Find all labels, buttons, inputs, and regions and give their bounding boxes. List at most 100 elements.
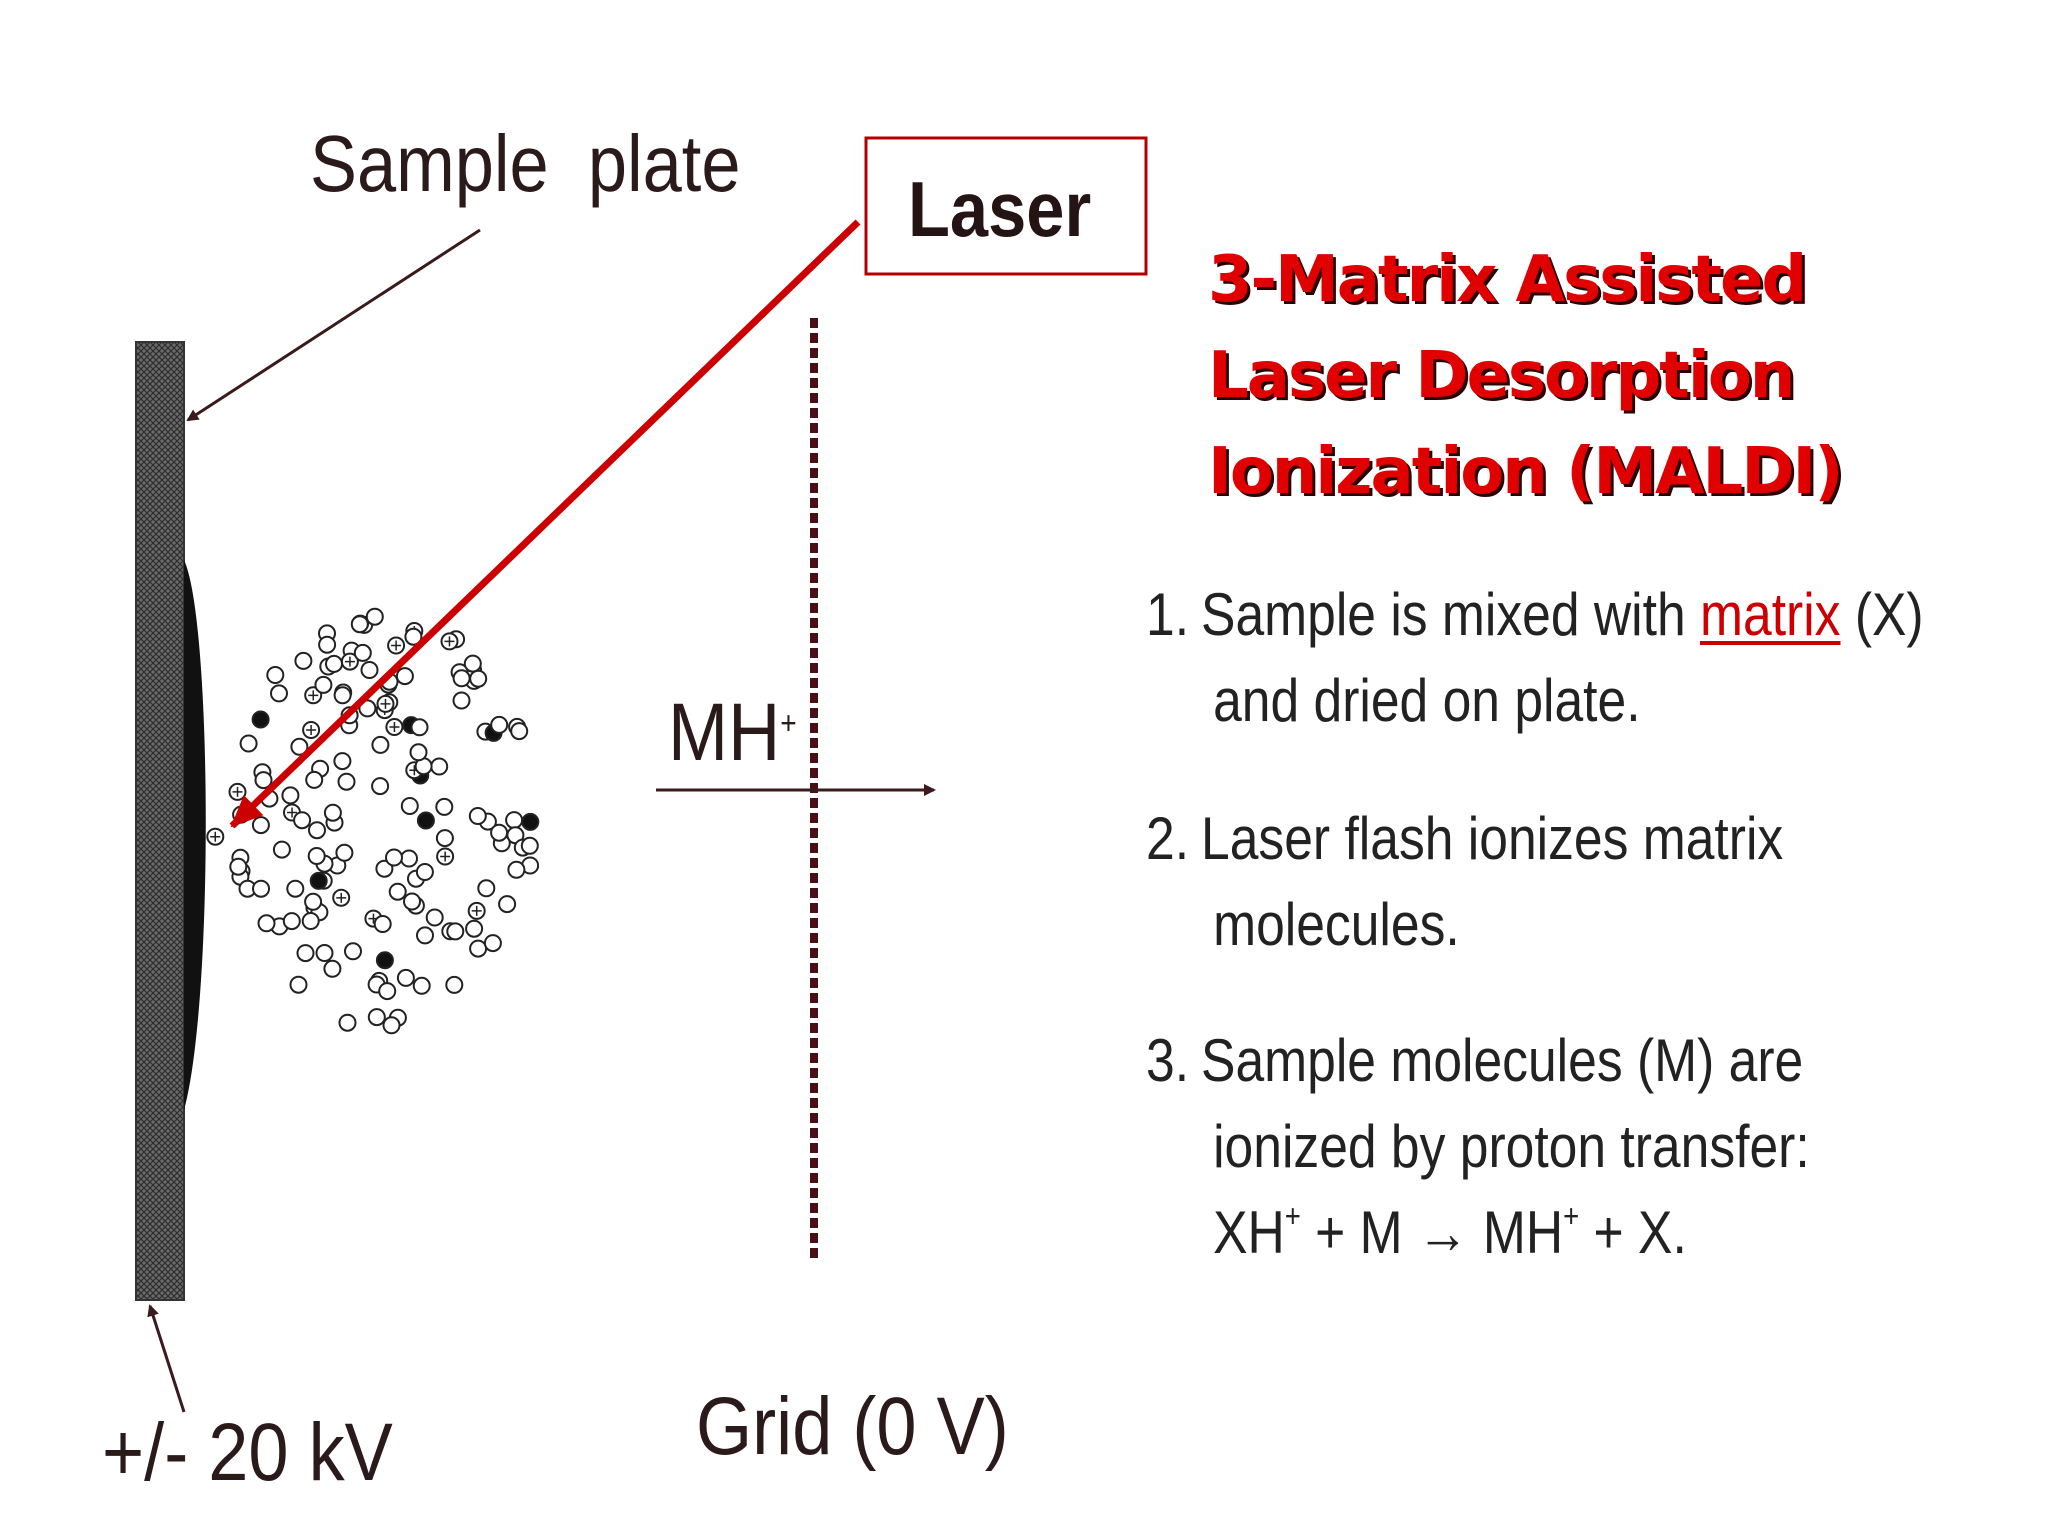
matrix-molecule — [396, 968, 415, 987]
matrix-molecule — [469, 939, 488, 958]
matrix-molecule — [318, 635, 337, 654]
matrix-molecule — [333, 752, 352, 771]
ion-charge-mark — [391, 640, 402, 651]
eq-charge-1: + — [1284, 1198, 1301, 1234]
matrix-molecule — [452, 691, 471, 710]
matrix-molecule — [353, 643, 372, 662]
matrix-molecule — [385, 848, 403, 867]
matrix-link: matrix — [1700, 581, 1841, 648]
matrix-molecule — [289, 975, 308, 994]
matrix-molecule — [333, 686, 352, 705]
matrix-molecule — [483, 934, 502, 953]
eq-mid: + M → MH — [1300, 1199, 1564, 1266]
matrix-molecule — [294, 651, 313, 670]
matrix-molecule — [229, 857, 248, 876]
matrix-molecule — [435, 829, 454, 848]
sample-molecule — [251, 710, 270, 729]
matrix-molecule — [367, 1008, 386, 1027]
matrix-molecule — [335, 843, 354, 862]
ion-charge-mark — [306, 725, 317, 736]
matrix-molecule — [468, 807, 487, 825]
matrix-molecule — [358, 699, 377, 718]
matrix-molecule — [305, 770, 324, 789]
matrix-molecule — [477, 879, 496, 898]
matrix-molecule — [382, 1016, 401, 1035]
matrix-molecule — [293, 811, 312, 830]
matrix-molecule — [257, 914, 276, 933]
matrix-molecule — [416, 926, 434, 945]
matrix-molecule — [315, 944, 334, 962]
matrix-molecule — [360, 661, 379, 679]
ion-charge-mark — [471, 905, 482, 916]
matrix-molecule — [395, 667, 414, 686]
sample-molecule — [416, 811, 435, 830]
laser-beam — [229, 219, 861, 829]
matrix-molecule — [463, 654, 482, 673]
step-1: 1. Sample is mixed with matrix (X) and dr… — [1146, 572, 1924, 744]
matrix-molecule — [446, 922, 465, 941]
sample-layer — [184, 560, 206, 1110]
matrix-molecule — [430, 757, 449, 776]
matrix-molecule — [452, 669, 471, 688]
matrix-molecule — [388, 882, 407, 901]
matrix-molecule — [365, 607, 384, 626]
matrix-molecule — [254, 771, 273, 790]
matrix-molecule — [469, 669, 488, 688]
step-2: 2. Laser flash ionizes matrix molecules. — [1146, 796, 1783, 968]
eq-end: + X. — [1579, 1199, 1687, 1266]
matrix-molecule — [378, 982, 397, 1001]
matrix-molecule — [337, 772, 356, 791]
matrix-molecule — [338, 1013, 357, 1032]
title-line-3: Ionization (MALDI) — [1208, 435, 1843, 509]
matrix-molecule — [323, 959, 342, 978]
matrix-molecule — [400, 849, 418, 868]
ion-charge-mark — [287, 807, 298, 818]
matrix-molecule — [325, 654, 343, 673]
matrix-molecule — [323, 803, 342, 822]
matrix-molecule — [290, 737, 309, 756]
matrix-molecule — [308, 821, 326, 840]
step-2-text: Laser flash ionizes matrix — [1201, 805, 1784, 872]
ion-charge-mark — [444, 636, 455, 647]
ion-charge-mark — [440, 851, 451, 862]
matrix-molecule — [371, 735, 390, 754]
matrix-molecule — [286, 879, 305, 898]
matrix-molecule — [415, 863, 434, 881]
ion-charge-mark — [344, 656, 355, 667]
grid-label: Grid (0 V) — [696, 1381, 1009, 1472]
matrix-molecule — [314, 675, 333, 694]
matrix-molecule — [412, 976, 431, 995]
matrix-molecule — [373, 915, 392, 933]
matrix-molecule — [409, 743, 428, 762]
step-3-text: Sample molecules (M) are — [1201, 1027, 1804, 1094]
matrix-molecule — [435, 797, 454, 816]
matrix-molecule — [498, 895, 517, 914]
matrix-molecule — [301, 912, 320, 930]
matrix-molecule — [371, 777, 390, 796]
matrix-molecule — [239, 734, 258, 753]
step-1-text: Sample is mixed with — [1201, 581, 1701, 648]
matrix-molecule — [520, 836, 539, 855]
matrix-molecule — [281, 786, 300, 805]
sample-plate — [135, 341, 185, 1301]
sample-molecule — [521, 812, 540, 831]
matrix-molecule — [445, 975, 464, 994]
step-3-equation: XH+ + M → MH+ + X. — [1146, 1190, 1810, 1276]
matrix-molecule — [505, 811, 524, 830]
matrix-molecule — [296, 944, 315, 963]
ion-charge-mark — [389, 722, 400, 733]
matrix-molecule — [307, 847, 326, 865]
step-1-text-after: (X) — [1840, 581, 1924, 648]
sample-plate-label: Sample plate — [310, 119, 741, 208]
title-line-1: 3-Matrix Assisted — [1208, 243, 1807, 317]
matrix-molecule — [410, 718, 429, 737]
matrix-molecule — [350, 615, 369, 634]
step-3-number: 3. — [1146, 1027, 1190, 1094]
ion-charge-mark — [210, 831, 221, 842]
matrix-molecule — [510, 722, 529, 741]
eq-charge-2: + — [1563, 1198, 1580, 1234]
matrix-molecule — [344, 942, 362, 961]
sample-molecule — [309, 871, 328, 890]
sample-plate-pointer — [186, 228, 481, 422]
ion-label-text: MH — [668, 687, 781, 778]
